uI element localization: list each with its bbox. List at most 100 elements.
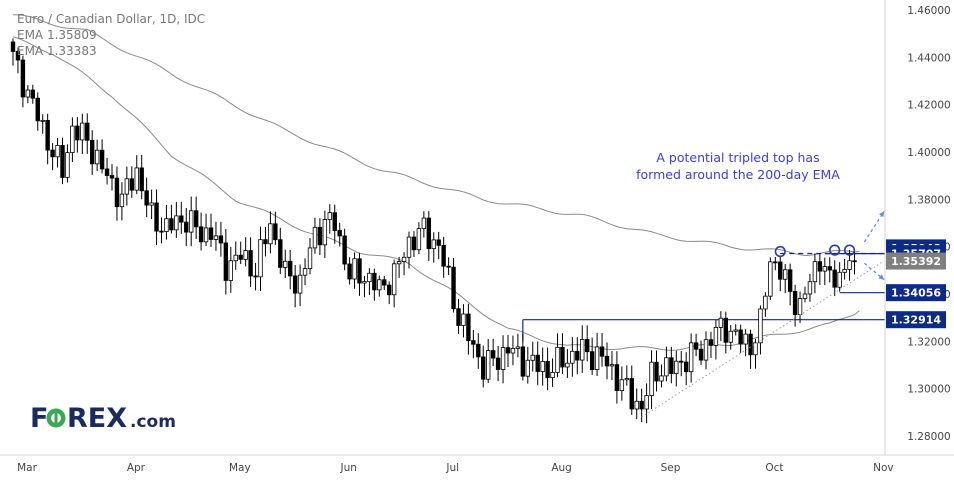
candle	[817, 253, 823, 285]
candle	[580, 325, 585, 373]
candle	[832, 260, 837, 297]
candle	[485, 338, 491, 383]
candle-body	[728, 330, 733, 343]
candle-body	[431, 239, 436, 250]
candle	[144, 177, 149, 218]
candle-body	[129, 178, 134, 191]
candle-body	[55, 145, 60, 158]
candle-body	[847, 260, 852, 270]
symbol-title: Euro / Canadian Dollar, 1D, IDC	[17, 12, 205, 26]
candle-body	[609, 364, 615, 367]
candle	[382, 275, 387, 291]
candle	[179, 201, 184, 234]
annotation-marks	[641, 210, 885, 418]
candle-body	[461, 313, 466, 326]
candle	[396, 256, 402, 278]
candle	[471, 330, 476, 359]
candle	[614, 351, 620, 404]
candle	[495, 345, 501, 382]
downside-arrow	[863, 262, 885, 281]
candle-body	[485, 350, 491, 380]
candle-body	[604, 355, 610, 367]
candle	[386, 281, 392, 305]
candle	[119, 182, 125, 221]
x-tick-label: Apr	[127, 462, 146, 474]
x-tick-label: Mar	[17, 462, 37, 474]
candle-body	[436, 239, 441, 246]
ema-50-legend: EMA 1.33383	[17, 44, 97, 58]
candle-body	[287, 260, 293, 277]
candle	[85, 113, 90, 154]
candle	[748, 329, 753, 369]
candle	[243, 237, 248, 267]
candle	[273, 211, 278, 245]
candle	[228, 246, 233, 293]
candle	[322, 210, 328, 258]
candle	[337, 222, 342, 247]
candle-body	[188, 210, 194, 233]
candle-body	[698, 348, 704, 361]
x-tick-label: May	[229, 462, 251, 474]
candle-body	[589, 351, 595, 371]
candle	[837, 262, 842, 292]
candle-body	[30, 89, 35, 99]
price-label-box	[886, 311, 946, 329]
candle	[728, 325, 733, 350]
candle	[693, 333, 699, 357]
candle	[188, 196, 194, 247]
candle-body	[203, 227, 209, 243]
candle	[258, 226, 263, 291]
candle-body	[723, 317, 728, 343]
candle-body	[342, 235, 347, 265]
candle	[139, 154, 144, 200]
candle-body	[520, 346, 526, 377]
y-tick-label: 1.46000	[907, 5, 950, 17]
candle-body	[555, 346, 560, 373]
candle-body	[585, 339, 590, 353]
candle	[80, 113, 85, 155]
candle-body	[45, 120, 50, 151]
candle-body	[654, 361, 659, 382]
candle	[500, 335, 506, 384]
candle	[268, 211, 273, 254]
candle-body	[718, 317, 724, 328]
price-label-1.34056: 1.34056	[886, 284, 946, 302]
candle	[589, 337, 595, 375]
candle-body	[382, 279, 387, 286]
candle-body	[703, 339, 709, 361]
candle-body	[629, 378, 634, 410]
candle-body	[248, 250, 253, 277]
candle	[213, 221, 219, 251]
price-label-text: 1.35392	[891, 255, 941, 268]
candle	[466, 303, 471, 355]
candle-body	[515, 346, 521, 349]
price-label-text: 1.34056	[891, 287, 941, 300]
candle	[406, 231, 412, 269]
y-tick-label: 1.32000	[907, 336, 950, 348]
candle	[565, 349, 570, 378]
candle	[362, 276, 367, 298]
candle	[20, 55, 26, 108]
candle	[109, 164, 115, 191]
candle-body	[500, 347, 506, 370]
candle-body	[396, 261, 402, 265]
candle-body	[65, 152, 70, 178]
x-tick-label: Nov	[873, 462, 894, 474]
candle-body	[490, 350, 496, 359]
candle	[713, 319, 719, 360]
candle	[297, 264, 303, 307]
upside-arrow	[863, 210, 885, 243]
candle-body	[322, 219, 328, 246]
candle-body	[25, 89, 31, 98]
candle	[634, 388, 639, 420]
candle	[342, 228, 347, 271]
candle-body	[80, 122, 85, 141]
candle	[401, 252, 407, 276]
forex-logo: F REX .com	[30, 403, 176, 434]
candle	[703, 331, 709, 370]
candle	[540, 347, 545, 386]
candle-body	[208, 227, 214, 240]
candle	[787, 263, 793, 306]
candle-body	[406, 236, 412, 258]
